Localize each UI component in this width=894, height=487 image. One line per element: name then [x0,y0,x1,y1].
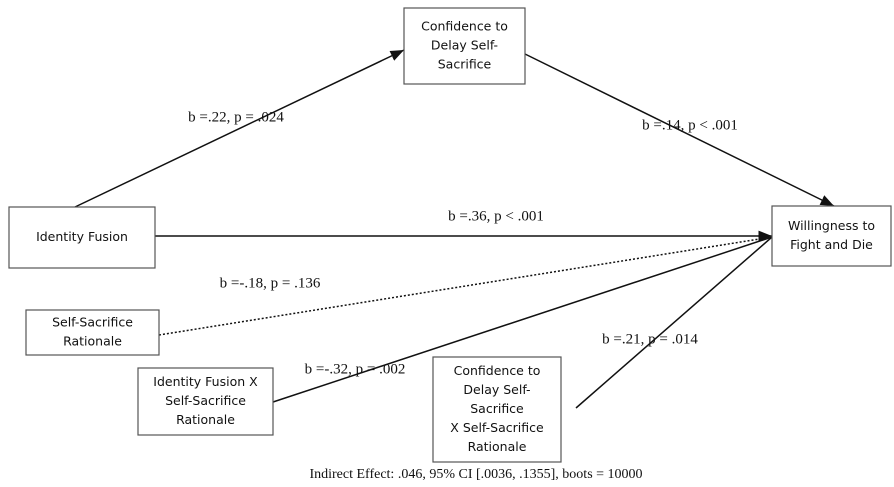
node-box [403,7,526,85]
node-label: Sacrifice [438,57,492,72]
edge-line [575,236,773,409]
node-box [8,206,156,269]
edge-line [272,236,773,403]
node-box [137,367,274,436]
node-box [771,205,892,267]
edge-line [524,53,835,207]
node-box [25,309,160,356]
node-box [432,356,562,463]
node-label: Self-Sacrifice [165,393,246,408]
edge-line [74,49,405,208]
node-label: Self-Sacrifice [52,315,133,330]
node-label: X Self-Sacrifice [450,420,544,435]
edge-line [158,236,773,336]
node-label: Delay Self- [431,38,498,53]
node: Identity Fusion [8,206,156,269]
edge-label: b =.21, p = .014 [602,331,698,347]
node-label: Rationale [63,334,122,349]
edge-label: b =-.32, p = .002 [305,361,406,377]
node-label: Sacrifice [470,401,524,416]
node: Self-Sacrifice Rationale [25,309,160,356]
node-label: Confidence to [421,19,508,34]
node-label: Identity Fusion [36,229,128,244]
node-label: Identity Fusion X [153,374,258,389]
node: Confidence to Delay Self- Sacrifice X Self-… [432,356,562,463]
edge-label: b =.36, p < .001 [448,208,544,224]
edge-label: b =-.18, p = .136 [220,275,321,291]
node-label: Rationale [468,439,527,454]
edge-label: b =.22, p = .024 [188,109,284,125]
node: Identity Fusion X Self-Sacrifice Rationale [137,367,274,436]
node: Willingness to Fight and Die [771,205,892,267]
node-label: Willingness to [788,218,875,233]
node-label: Confidence to [454,363,541,378]
edge-label: b =.14, p < .001 [642,117,738,133]
node: Confidence to Delay Self- Sacrifice [403,7,526,85]
node-label: Delay Self- [463,382,530,397]
footer-note: Indirect Effect: .046, 95% CI [.0036, .1… [309,467,642,482]
node-label: Rationale [176,412,235,427]
node-label: Fight and Die [790,237,873,252]
